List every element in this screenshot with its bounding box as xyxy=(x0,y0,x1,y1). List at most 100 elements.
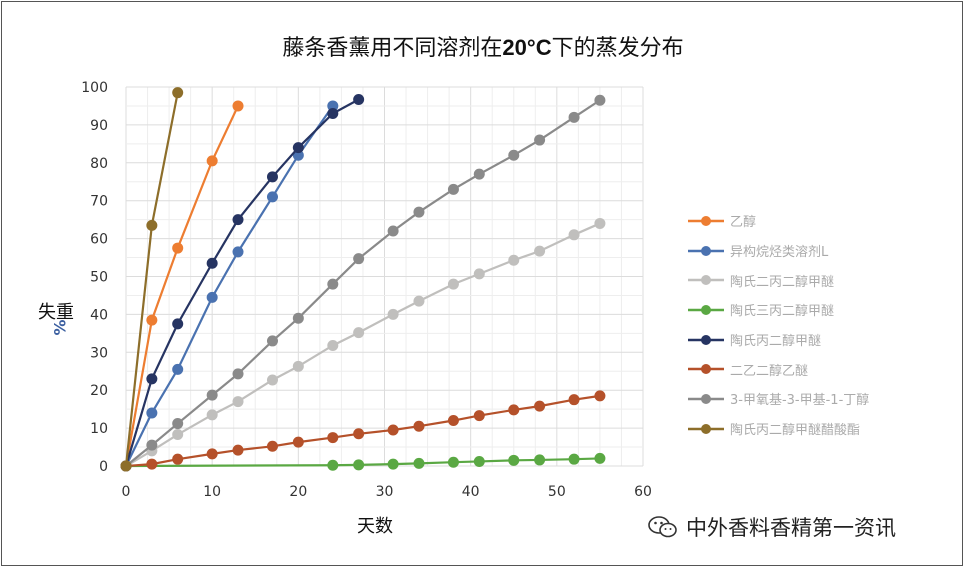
legend-marker xyxy=(688,275,724,286)
legend-marker xyxy=(688,304,724,315)
data-point xyxy=(206,155,218,167)
title-temperature: 20°C xyxy=(502,35,552,60)
data-point xyxy=(266,440,278,452)
x-tick-label: 40 xyxy=(462,484,480,500)
data-point xyxy=(594,390,606,402)
legend-label: 陶氏三丙二醇甲醚 xyxy=(730,304,835,320)
data-point xyxy=(172,453,184,465)
data-point xyxy=(594,94,606,106)
data-point xyxy=(146,219,158,231)
data-point xyxy=(292,149,304,161)
y-tick-label: 100 xyxy=(81,80,108,96)
data-point xyxy=(447,183,459,195)
data-point xyxy=(594,452,606,464)
data-point xyxy=(146,373,158,385)
data-point xyxy=(146,314,158,326)
legend-marker xyxy=(688,245,724,256)
data-point xyxy=(120,460,132,472)
data-point xyxy=(172,318,184,330)
legend-item: 陶氏三丙二醇甲醚 xyxy=(688,295,869,325)
data-point xyxy=(232,214,244,226)
data-point xyxy=(534,245,546,257)
data-point xyxy=(206,389,218,401)
data-point xyxy=(508,149,520,161)
data-point xyxy=(327,108,339,120)
data-point xyxy=(413,295,425,307)
data-point xyxy=(232,396,244,408)
y-axis-label: 失重 xyxy=(38,302,74,323)
data-point xyxy=(568,453,580,465)
data-point xyxy=(206,291,218,303)
data-point xyxy=(447,456,459,468)
data-point xyxy=(266,335,278,347)
data-point xyxy=(353,327,365,339)
x-tick-label: 30 xyxy=(376,484,394,500)
data-point xyxy=(292,436,304,448)
data-point xyxy=(568,111,580,123)
data-point xyxy=(353,459,365,471)
legend-item: 陶氏丙二醇甲醚醋酸酯 xyxy=(688,414,869,444)
legend: 乙醇 异构烷烃类溶剂L 陶氏二丙二醇甲醚 陶氏三丙二醇甲醚 陶氏丙二醇甲醚 二乙二醇乙醚 3… xyxy=(688,206,869,444)
x-tick-label: 10 xyxy=(203,484,221,500)
x-tick-label: 50 xyxy=(548,484,566,500)
legend-item: 乙醇 xyxy=(688,206,869,236)
data-point xyxy=(146,458,158,470)
data-point xyxy=(292,360,304,372)
data-point xyxy=(508,454,520,466)
data-point xyxy=(387,225,399,237)
legend-marker xyxy=(688,364,724,375)
data-point xyxy=(568,394,580,406)
legend-label: 乙醇 xyxy=(730,215,757,231)
x-tick-label: 0 xyxy=(122,484,131,500)
legend-marker xyxy=(688,334,724,345)
title-part: 藤条香薰用不同溶剂在 xyxy=(282,36,503,61)
data-point xyxy=(387,308,399,320)
data-point xyxy=(534,454,546,466)
data-point xyxy=(327,339,339,351)
data-point xyxy=(232,100,244,112)
data-point xyxy=(292,312,304,324)
data-point xyxy=(387,424,399,436)
y-axis-unit: % xyxy=(50,319,70,336)
data-point xyxy=(534,134,546,146)
data-point xyxy=(413,457,425,469)
y-tick-label: 10 xyxy=(90,421,108,437)
y-tick-label: 30 xyxy=(90,345,108,361)
legend-item: 陶氏二丙二醇甲醚 xyxy=(688,265,869,295)
data-point xyxy=(327,100,339,112)
data-point xyxy=(353,253,365,265)
data-point xyxy=(206,257,218,269)
data-point xyxy=(413,420,425,432)
y-tick-label: 20 xyxy=(90,383,108,399)
data-point xyxy=(534,400,546,412)
data-point xyxy=(327,459,339,471)
chart-title: 藤条香薰用不同溶剂在20°C下的蒸发分布 xyxy=(0,30,966,62)
watermark-text: 中外香料香精第一资讯 xyxy=(686,516,896,540)
legend-marker xyxy=(688,215,724,226)
data-point xyxy=(327,278,339,290)
legend-label: 异构烷烃类溶剂L xyxy=(730,245,829,261)
data-point xyxy=(447,415,459,427)
series-line xyxy=(124,98,360,467)
data-point xyxy=(146,439,158,451)
data-point xyxy=(266,191,278,203)
data-point xyxy=(206,448,218,460)
data-point xyxy=(508,254,520,266)
data-point xyxy=(353,94,365,106)
y-tick-label: 70 xyxy=(90,194,108,210)
data-point xyxy=(172,242,184,254)
data-point xyxy=(508,404,520,416)
data-point xyxy=(447,278,459,290)
data-point xyxy=(266,374,278,386)
legend-label: 陶氏二丙二醇甲醚 xyxy=(730,274,835,290)
data-point xyxy=(232,444,244,456)
data-point xyxy=(172,429,184,441)
data-point xyxy=(473,410,485,422)
data-point xyxy=(594,217,606,229)
x-tick-label: 60 xyxy=(634,484,652,500)
data-point xyxy=(206,409,218,421)
data-point xyxy=(473,268,485,280)
data-point xyxy=(172,418,184,430)
